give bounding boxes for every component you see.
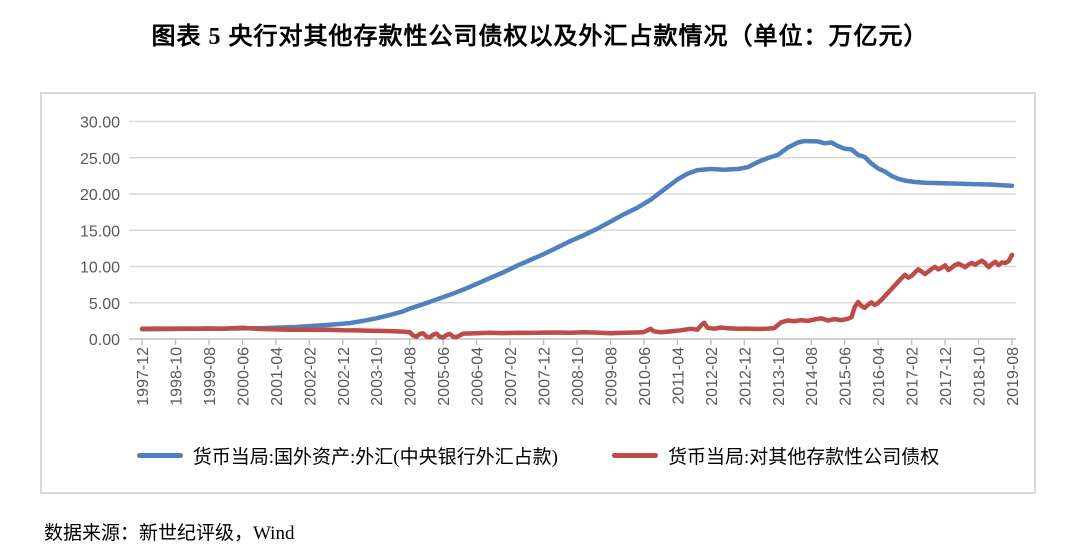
series-line-1 [139, 252, 1015, 340]
x-axis-label: 2003-10 [369, 347, 386, 406]
legend-label-claims: 货币当局:对其他存款性公司债权 [667, 447, 940, 468]
series-line-0 [139, 138, 1015, 332]
legend-item-fx: 货币当局:国外资产:外汇(中央银行外汇占款) [136, 442, 558, 469]
x-axis-label: 2007-02 [503, 347, 520, 406]
x-axis-label: 1999-08 [202, 347, 219, 406]
x-axis-label: 2011-04 [670, 347, 687, 405]
legend-item-claims: 货币当局:对其他存款性公司债权 [611, 442, 940, 469]
chart-title: 图表 5 央行对其他存款性公司债权以及外汇占款情况（单位：万亿元） [151, 24, 929, 50]
chart-legend: 货币当局:国外资产:外汇(中央银行外汇占款) 货币当局:对其他存款性公司债权 [42, 442, 1034, 469]
x-axis-label: 2002-12 [336, 347, 353, 406]
x-axis-label: 2002-02 [302, 347, 319, 406]
fx-series-line-swatch [136, 453, 183, 458]
x-axis-label: 2009-08 [603, 347, 620, 406]
x-axis-label: 2007-12 [537, 347, 554, 406]
y-axis-label: 20.00 [80, 187, 120, 204]
x-axis-label: 1998-10 [168, 347, 185, 406]
source-note: 数据来源：新世纪评级，Wind [44, 523, 295, 544]
x-axis-label: 2016-04 [871, 347, 888, 406]
x-axis-label: 2012-12 [737, 347, 754, 406]
x-axis-label: 2013-10 [771, 347, 788, 406]
y-axis-label: 0.00 [89, 332, 120, 349]
y-axis-label: 25.00 [80, 151, 120, 168]
x-axis-label: 2017-02 [905, 347, 922, 406]
x-axis-label: 2012-02 [704, 347, 721, 406]
x-axis-label: 2017-12 [938, 347, 955, 406]
line-chart-plot: 0.00 5.00 10.00 15.00 20.00 25.00 30.00 1997-12… [80, 115, 1022, 406]
x-axis-label: 2004-08 [403, 347, 420, 406]
x-axis-label: 2018-10 [972, 347, 989, 406]
chart-box: 0.00 5.00 10.00 15.00 20.00 25.00 30.00 1997-12… [40, 92, 1036, 494]
y-axis-label: 30.00 [80, 115, 120, 132]
legend-label-fx: 货币当局:国外资产:外汇(中央银行外汇占款) [192, 447, 558, 468]
x-axis-label: 2010-06 [637, 347, 654, 406]
x-axis-label: 2000-06 [235, 347, 252, 406]
x-axis-label: 2015-06 [838, 347, 855, 406]
x-axis-label: 1997-12 [135, 347, 152, 406]
x-axis-label: 2001-04 [269, 347, 286, 406]
x-axis-label: 2005-06 [436, 347, 453, 406]
x-axis-label: 2019-08 [1005, 347, 1022, 406]
x-axis-label: 2014-08 [804, 347, 821, 406]
x-axis-label: 2008-10 [570, 347, 587, 406]
y-axis-label: 15.00 [80, 223, 120, 240]
y-axis-label: 5.00 [89, 296, 120, 313]
claims-series-line-swatch [611, 453, 658, 458]
y-axis-label: 10.00 [80, 260, 120, 277]
x-axis-label: 2006-04 [470, 347, 487, 406]
